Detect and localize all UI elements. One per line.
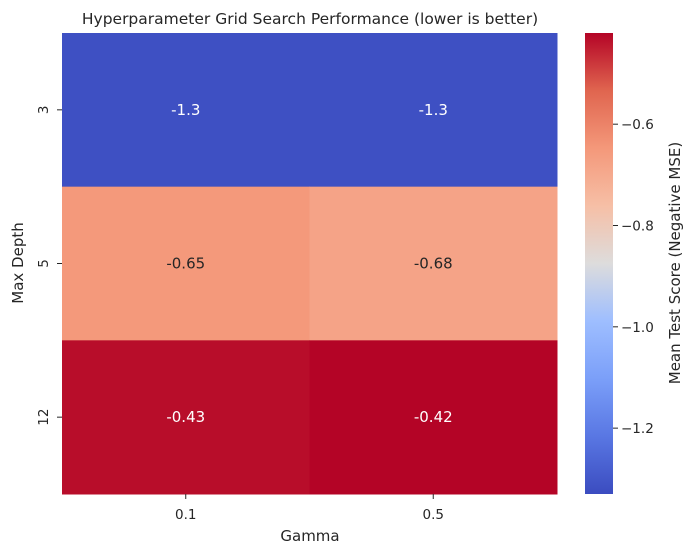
heatmap-cell-label: -0.68 [414, 255, 453, 273]
colorbar-tick-label: −0.8 [621, 219, 654, 235]
heatmap-cell [309, 340, 558, 495]
heatmap-cell-label: -0.43 [166, 408, 205, 426]
heatmap-cell [309, 33, 558, 188]
heatmap-cell [62, 33, 310, 188]
y-axis-ticks: 3 5 12 [36, 106, 62, 426]
chart-title: Hyperparameter Grid Search Performance (… [82, 10, 538, 28]
heatmap-cell-label: -1.3 [419, 101, 448, 119]
heatmap-cell-label: -0.65 [166, 255, 205, 273]
colorbar-ticks: −0.6 −0.8 −1.0 −1.2 [613, 117, 654, 437]
colorbar-label: Mean Test Score (Negative MSE) [666, 142, 684, 384]
heatmap-cells [62, 33, 558, 495]
x-axis-label: Gamma [280, 527, 339, 545]
heatmap-cell-label: -0.42 [414, 408, 453, 426]
heatmap-cell [62, 340, 310, 495]
colorbar-tick-label: −1.2 [621, 421, 654, 437]
x-axis-ticks: 0.1 0.5 [175, 494, 444, 523]
y-tick-label: 3 [36, 106, 52, 115]
x-tick-label: 0.5 [423, 507, 444, 523]
colorbar-tick-label: −0.6 [621, 117, 654, 133]
heatmap-cell [309, 186, 558, 341]
x-tick-label: 0.1 [175, 507, 196, 523]
heatmap-cell [62, 186, 310, 341]
heatmap-cell-labels: -1.3 -1.3 -0.65 -0.68 -0.43 -0.42 [166, 101, 452, 426]
y-tick-label: 5 [36, 259, 52, 268]
colorbar-tick-label: −1.0 [621, 320, 654, 336]
y-tick-label: 12 [36, 409, 52, 426]
heatmap-cell-label: -1.3 [171, 101, 200, 119]
y-axis-label: Max Depth [9, 222, 27, 303]
colorbar [585, 33, 613, 494]
